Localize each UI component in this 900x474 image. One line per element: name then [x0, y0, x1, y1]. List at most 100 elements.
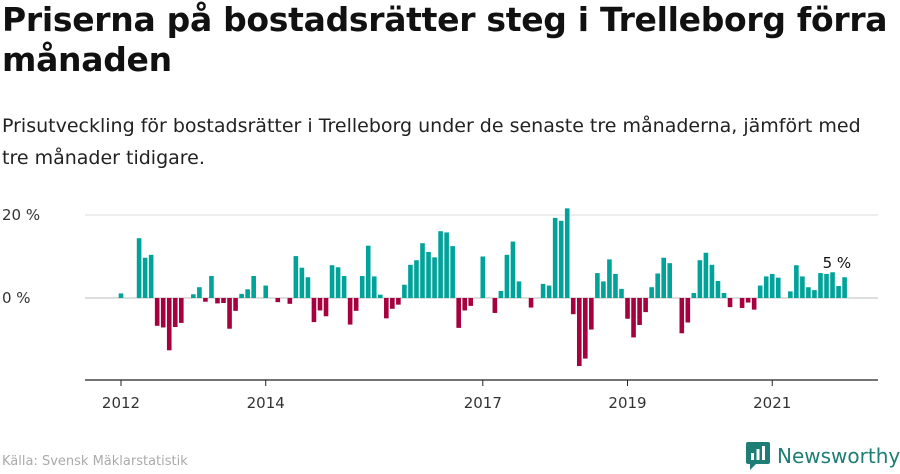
bar [462, 298, 468, 311]
bar [136, 238, 142, 298]
bar [516, 281, 522, 298]
bar [118, 293, 124, 298]
bar [438, 231, 443, 298]
bar [583, 298, 588, 359]
x-tick-label: 2014 [247, 394, 285, 412]
brand-name: Newsworthy [777, 444, 900, 468]
y-tick-label: 20 % [2, 206, 40, 224]
bar [359, 276, 365, 298]
bar [468, 298, 474, 306]
bar [528, 298, 534, 308]
bar [637, 298, 642, 325]
bar [709, 264, 715, 298]
bar [570, 298, 576, 315]
bar [317, 298, 323, 311]
bar [444, 232, 449, 298]
bar [492, 298, 498, 313]
bar [800, 276, 805, 298]
newsworthy-logo-icon [746, 442, 770, 470]
bar [589, 298, 594, 330]
bar [221, 298, 226, 303]
bar [510, 241, 516, 298]
source-note: Källa: Svensk Mäklarstatistik [2, 454, 188, 469]
bar [498, 290, 504, 298]
bar [154, 298, 160, 326]
bar [432, 257, 437, 298]
bar [233, 298, 238, 311]
bar [655, 273, 660, 298]
bar [540, 283, 546, 298]
bar [371, 276, 377, 298]
bar [703, 252, 709, 298]
bar [299, 267, 305, 298]
bar [227, 298, 232, 329]
bar [323, 298, 329, 317]
bar [384, 298, 389, 319]
bar [721, 293, 727, 298]
bar [842, 277, 847, 298]
bar [263, 285, 269, 298]
bar [727, 298, 733, 308]
x-tick-label: 2017 [464, 394, 502, 412]
bar [788, 291, 793, 298]
bar [595, 273, 600, 298]
bar [576, 298, 582, 367]
bar [745, 298, 751, 303]
bar [685, 298, 691, 323]
bar [166, 298, 172, 351]
x-tick-label: 2021 [753, 394, 791, 412]
bar [414, 260, 419, 298]
bars [118, 208, 847, 367]
newsworthy-logo: Newsworthy [745, 440, 900, 472]
bar [215, 298, 220, 304]
chart-subtitle: Prisutveckling för bostadsrätter i Trell… [2, 115, 861, 169]
bar [649, 287, 654, 298]
bar [311, 298, 317, 323]
bar [408, 264, 413, 298]
bar [172, 298, 178, 328]
bar [601, 281, 606, 298]
bar [775, 277, 781, 298]
bar [818, 273, 823, 298]
chart-title: Priserna på bostadsrätter steg i Trelleb… [2, 0, 888, 79]
bar [794, 265, 799, 298]
bar [390, 298, 395, 309]
bar [739, 298, 745, 308]
bar [402, 284, 407, 298]
bar [347, 298, 353, 325]
bar [552, 217, 558, 298]
bar [546, 285, 552, 298]
bar [715, 280, 721, 298]
bar [830, 272, 835, 298]
bar [769, 273, 775, 298]
bar [148, 254, 154, 298]
bar [812, 290, 817, 298]
bar [197, 287, 202, 298]
bar [607, 259, 612, 298]
bar [836, 285, 841, 298]
bar [275, 298, 281, 303]
bar [239, 293, 244, 298]
bar [824, 273, 829, 298]
bar [625, 298, 630, 319]
bar [763, 276, 769, 298]
bar [329, 265, 335, 298]
bar [305, 277, 311, 298]
bar [667, 263, 673, 298]
y-tick-label: 0 % [2, 289, 31, 307]
bar [751, 298, 757, 310]
bar [480, 256, 486, 298]
axes: 0 % 20 % 2012 2014 2017 2019 2021 5 % [2, 206, 878, 412]
bar [691, 293, 697, 298]
bar [160, 298, 166, 328]
bar [643, 298, 648, 313]
bar [203, 298, 208, 302]
bar [613, 273, 618, 298]
x-tick-label: 2019 [608, 394, 646, 412]
bar [191, 294, 196, 298]
bar [757, 285, 763, 298]
bar [335, 267, 341, 298]
bar [564, 208, 570, 298]
bar [287, 298, 293, 304]
